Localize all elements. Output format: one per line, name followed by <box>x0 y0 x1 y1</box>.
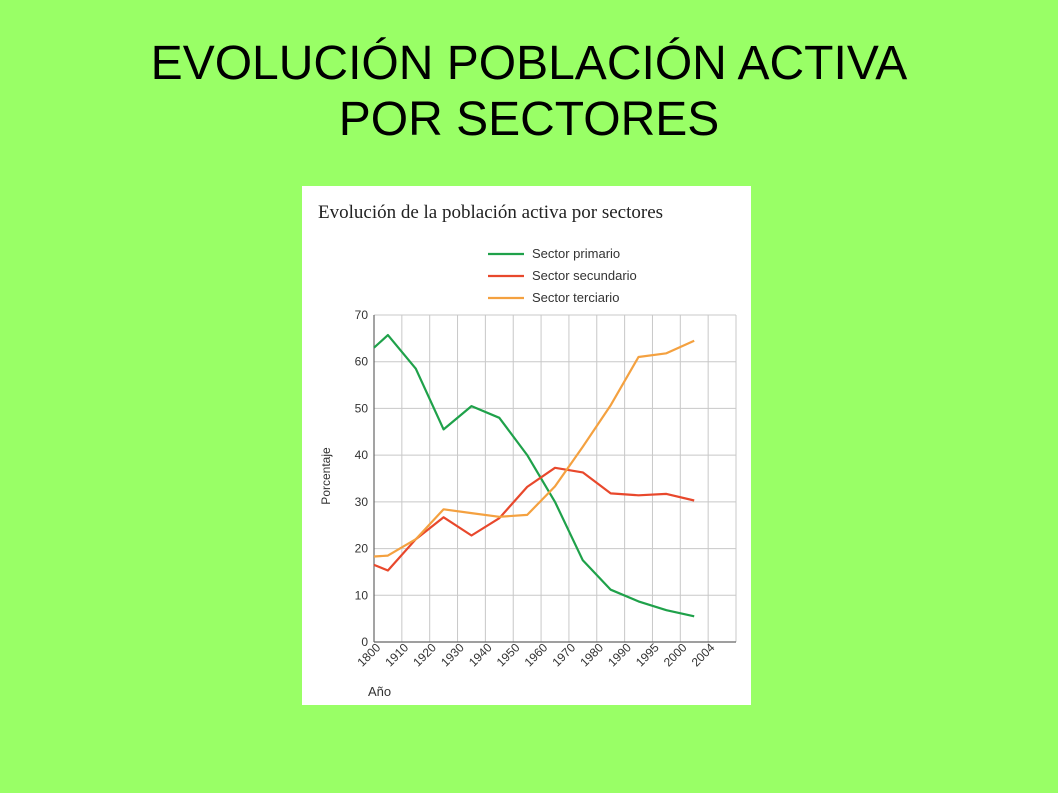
chart-card: Evolución de la población activa por sec… <box>302 186 751 705</box>
y-tick-label: 70 <box>355 308 369 322</box>
x-tick-label: 1995 <box>633 640 662 669</box>
slide-title-line-1: EVOLUCIÓN POBLACIÓN ACTIVA <box>150 37 908 90</box>
slide-title: EVOLUCIÓN POBLACIÓN ACTIVA POR SECTORES <box>0 36 1058 148</box>
chart-title: Evolución de la población activa por sec… <box>318 202 663 223</box>
x-tick-label: 1980 <box>577 640 606 669</box>
x-axis-label: Año <box>368 684 391 699</box>
x-tick-label: 1930 <box>438 640 467 669</box>
legend-label-2: Sector secundario <box>532 268 637 283</box>
slide-title-line-2: POR SECTORES <box>338 93 720 146</box>
x-tick-label: 1990 <box>605 640 634 669</box>
y-tick-label: 10 <box>355 588 369 602</box>
x-tick-label: 1940 <box>466 640 495 669</box>
legend-label-3: Sector terciario <box>532 290 619 305</box>
series-line-1 <box>373 334 695 618</box>
series-line-3 <box>373 339 695 558</box>
y-tick-label: 40 <box>355 448 369 462</box>
y-tick-label: 0 <box>361 635 368 649</box>
x-tick-label: 1960 <box>522 640 551 669</box>
x-tick-label: 1910 <box>382 640 411 669</box>
y-tick-label: 50 <box>355 401 369 415</box>
y-tick-label: 60 <box>355 355 369 369</box>
y-tick-label: 30 <box>355 495 369 509</box>
series-line-2 <box>373 466 695 572</box>
x-tick-label: 1970 <box>549 640 578 669</box>
y-tick-label: 20 <box>355 542 369 556</box>
line-chart: Evolución de la población activa por sec… <box>318 202 737 699</box>
chart-grid <box>374 314 737 643</box>
x-tick-label: 1950 <box>494 640 523 669</box>
x-tick-label: 1920 <box>410 640 439 669</box>
y-axis-label: Porcentaje <box>319 447 333 505</box>
chart-series <box>373 334 695 618</box>
x-tick-label: 1800 <box>355 640 384 669</box>
chart-legend: Sector primario Sector secundario Sector t… <box>488 246 637 305</box>
legend-label-1: Sector primario <box>532 246 620 261</box>
x-tick-label: 2004 <box>689 640 718 669</box>
x-tick-label: 2000 <box>661 640 690 669</box>
